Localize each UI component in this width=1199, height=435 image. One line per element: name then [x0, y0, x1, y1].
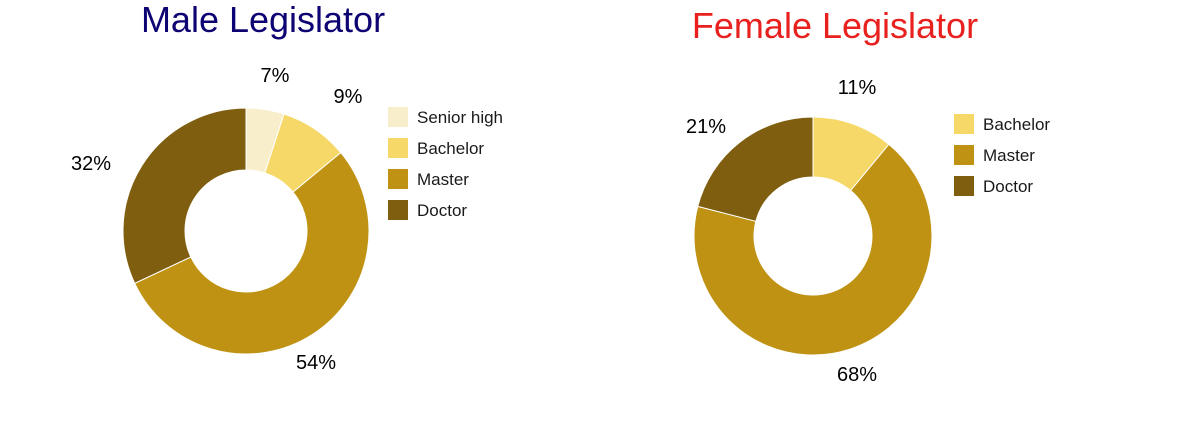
female-slice-doctor: [697, 116, 814, 222]
female-percent-labels: 11% 68% 21%: [686, 77, 877, 386]
female-chart-title: Female Legislator: [692, 5, 978, 46]
male-slice-master: [134, 151, 370, 355]
male-pct-label-bachelor: 9%: [334, 86, 363, 108]
male-pct-label-doctor: 32%: [71, 153, 111, 175]
female-pct-label-bachelor: 11%: [838, 77, 877, 99]
male-legend-label-senior-high: Senior high: [417, 108, 503, 127]
female-legend-label-doctor: Doctor: [983, 177, 1033, 196]
female-pct-label-master: 68%: [837, 364, 877, 386]
male-legend-label-doctor: Doctor: [417, 201, 467, 220]
female-donut: [693, 116, 933, 356]
female-pct-label-doctor: 21%: [686, 116, 726, 138]
male-legend-swatch-senior-high: [388, 107, 408, 127]
female-legend-swatch-doctor: [954, 176, 974, 196]
male-legend-label-bachelor: Bachelor: [417, 139, 484, 158]
male-chart-title: Male Legislator: [141, 0, 385, 40]
male-legend-swatch-master: [388, 169, 408, 189]
male-percent-labels: 7% 9% 54% 32%: [71, 65, 363, 374]
female-legend-swatch-bachelor: [954, 114, 974, 134]
female-legend-swatch-master: [954, 145, 974, 165]
male-legend-swatch-doctor: [388, 200, 408, 220]
male-slice-doctor: [122, 107, 247, 285]
male-pct-label-senior-high: 7%: [261, 65, 290, 87]
female-legend-label-master: Master: [983, 146, 1035, 165]
female-legend: Bachelor Master Doctor: [954, 114, 1050, 196]
male-chart: Male Legislator 7% 9% 54% 32% Senior high Ba…: [71, 0, 503, 374]
male-pct-label-master: 54%: [296, 352, 336, 374]
female-slice-master: [693, 143, 933, 356]
male-donut: [122, 107, 370, 355]
female-chart: Female Legislator 11% 68% 21% Bachelor Mast…: [686, 5, 1050, 386]
male-legend: Senior high Bachelor Master Doctor: [388, 107, 503, 220]
female-legend-label-bachelor: Bachelor: [983, 115, 1050, 134]
male-legend-label-master: Master: [417, 170, 469, 189]
male-legend-swatch-bachelor: [388, 138, 408, 158]
